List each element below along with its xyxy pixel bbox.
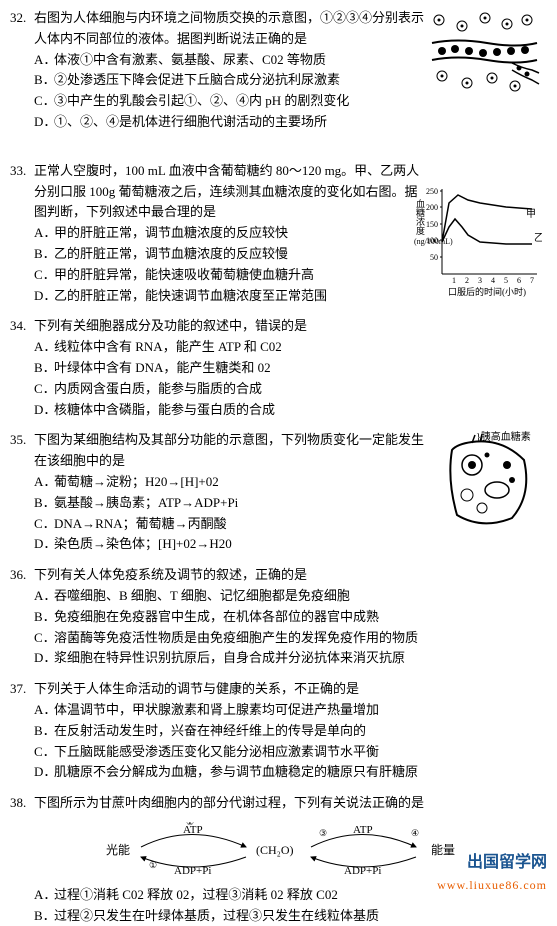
svg-text:4: 4 — [491, 276, 495, 285]
svg-text:7: 7 — [530, 276, 534, 285]
question-number: 34. — [10, 316, 34, 337]
question-number: 32. — [10, 8, 34, 50]
svg-text:甲: 甲 — [526, 209, 536, 220]
label-light: 光能 — [106, 843, 130, 857]
question-35: }胰高血糖素 35. 下图为某细胞结构及其部分功能的示意图，下列物质变化一定能发… — [10, 430, 547, 555]
svg-text:血糖浓度: 血糖浓度 — [415, 198, 425, 236]
svg-text:200: 200 — [426, 203, 438, 212]
svg-text:①: ① — [149, 860, 157, 870]
svg-text:ATP: ATP — [353, 824, 373, 836]
svg-text:150: 150 — [426, 220, 438, 229]
svg-text:1: 1 — [452, 276, 456, 285]
question-33: 血糖浓度 (ng/100mL) 250 200 150 100 50 12 34… — [10, 161, 547, 307]
diagram-32 — [427, 8, 542, 103]
question-37: 37. 下列关于人体生命活动的调节与健康的关系，不正确的是 A．体温调节中，甲状… — [10, 679, 547, 783]
options-list: A．线粒体中含有 RNA，能产生 ATP 和 C02 B．叶绿体中含有 DNA，… — [34, 337, 547, 420]
question-36: 36. 下列有关人体免疫系统及调节的叙述，正确的是 A．吞噬细胞、B 细胞、T … — [10, 565, 547, 669]
svg-text:(CH₂O): (CH₂O) — [256, 843, 294, 857]
question-number: 36. — [10, 565, 34, 586]
svg-text:③: ③ — [319, 828, 327, 838]
svg-text:ADP+Pi: ADP+Pi — [344, 865, 381, 877]
svg-text:②: ② — [186, 822, 194, 827]
svg-text:250: 250 — [426, 187, 438, 196]
question-text: 下列有关细胞器成分及功能的叙述中，错误的是 — [34, 316, 547, 337]
svg-text:乙: 乙 — [534, 232, 542, 244]
footer: 出国留学网 www.liuxue86.com — [437, 850, 547, 895]
cell-diagram-35: }胰高血糖素 — [432, 430, 542, 535]
svg-text:口服后的时间(小时): 口服后的时间(小时) — [448, 286, 526, 297]
question-number: 38. — [10, 793, 34, 814]
footer-title: 出国留学网 — [437, 850, 547, 876]
svg-text:ADP+Pi: ADP+Pi — [174, 865, 211, 877]
question-text: 下列有关人体免疫系统及调节的叙述，正确的是 — [34, 565, 547, 586]
question-32: 32. 右图为人体细胞与内环境之间物质交换的示意图，①②③④分别表示人体内不同部… — [10, 8, 547, 133]
question-number: 37. — [10, 679, 34, 700]
svg-text:5: 5 — [504, 276, 508, 285]
question-number: 33. — [10, 161, 34, 223]
svg-text:④: ④ — [411, 828, 419, 838]
chart-33: 血糖浓度 (ng/100mL) 250 200 150 100 50 12 34… — [412, 179, 542, 299]
question-text: 下图所示为甘蔗叶肉细胞内的部分代谢过程，下列有关说法正确的是 — [34, 793, 547, 814]
question-number: 35. — [10, 430, 34, 472]
svg-text:2: 2 — [465, 276, 469, 285]
options-list: A．吞噬细胞、B 细胞、T 细胞、记忆细胞都是免疫细胞 B．免疫细胞在免疫器官中… — [34, 586, 547, 669]
question-text: 下列关于人体生命活动的调节与健康的关系，不正确的是 — [34, 679, 547, 700]
options-list: A．体温调节中，甲状腺激素和肾上腺素均可促进产热量增加 B．在反射活动发生时，兴… — [34, 700, 547, 783]
footer-url: www.liuxue86.com — [437, 876, 547, 895]
question-34: 34. 下列有关细胞器成分及功能的叙述中，错误的是 A．线粒体中含有 RNA，能… — [10, 316, 547, 420]
svg-text:50: 50 — [430, 253, 438, 262]
svg-text:3: 3 — [478, 276, 482, 285]
svg-text:6: 6 — [517, 276, 521, 285]
svg-text:100: 100 — [426, 236, 438, 245]
